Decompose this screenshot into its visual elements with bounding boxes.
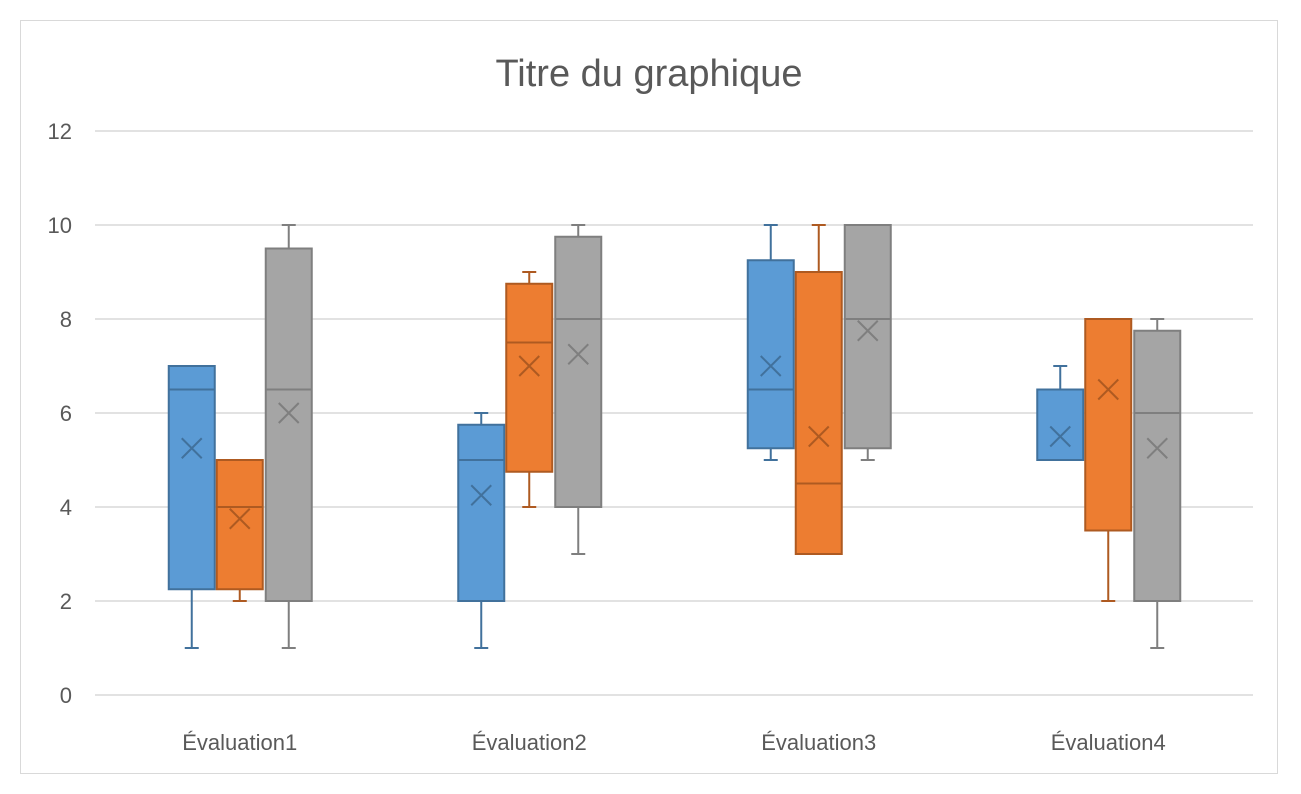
- box: [843, 224, 892, 450]
- mean-marker: [808, 425, 830, 448]
- x-category-label: Évaluation4: [1051, 730, 1166, 755]
- x-category-label: Évaluation1: [182, 730, 297, 755]
- mean-marker: [278, 402, 300, 424]
- mean-marker: [470, 484, 492, 506]
- box: [505, 282, 554, 473]
- mean-marker: [1049, 425, 1071, 448]
- box: [215, 459, 264, 591]
- mean-marker: [181, 437, 203, 459]
- mean-marker: [567, 343, 589, 365]
- box: [554, 235, 603, 508]
- mean-marker: [857, 320, 879, 342]
- y-tick-label: 0: [60, 683, 72, 708]
- box: [746, 259, 795, 450]
- x-category-label: Évaluation3: [761, 730, 876, 755]
- y-tick-label: 2: [60, 589, 72, 614]
- box: [1133, 329, 1182, 602]
- box: [264, 247, 313, 602]
- x-category-label: Évaluation2: [472, 730, 587, 755]
- mean-marker: [1146, 437, 1168, 459]
- box: [1036, 388, 1085, 461]
- mean-marker: [229, 508, 251, 530]
- mean-marker: [518, 355, 540, 377]
- y-tick-label: 12: [48, 119, 72, 144]
- y-tick-label: 8: [60, 307, 72, 332]
- chart-title: Titre du graphique: [495, 53, 802, 95]
- box: [167, 365, 216, 591]
- box: [1084, 318, 1133, 532]
- mean-marker: [760, 355, 782, 377]
- box: [457, 423, 506, 602]
- box: [794, 271, 843, 555]
- mean-marker: [1097, 378, 1119, 401]
- y-tick-label: 6: [60, 401, 72, 426]
- y-tick-label: 4: [60, 495, 72, 520]
- y-tick-label: 10: [48, 213, 72, 238]
